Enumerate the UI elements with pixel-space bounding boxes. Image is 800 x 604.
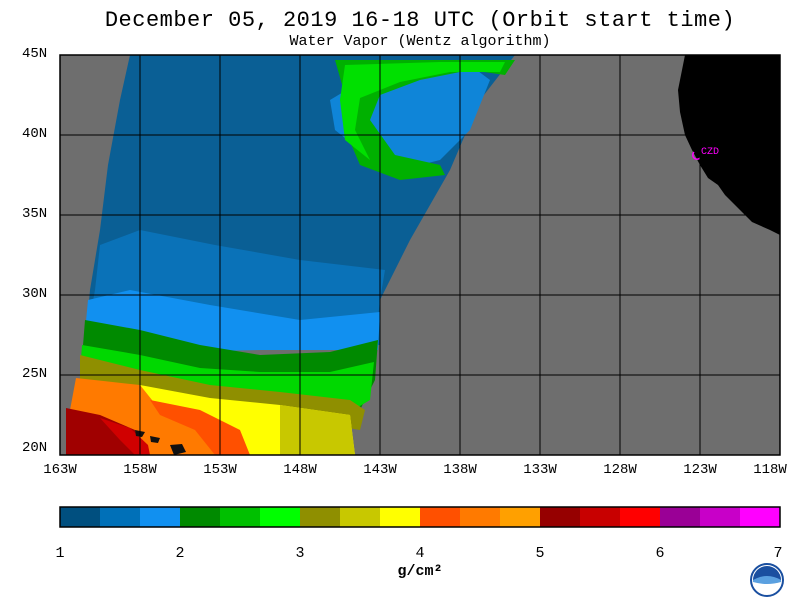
colorbar-segment: [340, 507, 381, 527]
colorbar-segment: [660, 507, 701, 527]
colorbar-segment: [180, 507, 221, 527]
lat-label-40n: 40N: [22, 126, 48, 142]
noaa-esrl-psd-logo: [736, 556, 798, 600]
map-grid: [60, 55, 780, 455]
lon-label-153w: 153W: [203, 462, 237, 478]
lon-label-118w: 118W: [753, 462, 787, 478]
lat-label-30n: 30N: [22, 286, 48, 302]
hawaii-island-3: [170, 444, 186, 455]
colorbar-segment: [540, 507, 581, 527]
colorbar-segment: [140, 507, 181, 527]
hawaii-island-2: [150, 436, 160, 443]
map-frame: [59, 54, 781, 456]
lon-label-158w: 158W: [123, 462, 157, 478]
swath-band-lime-arc: [340, 62, 505, 160]
swath-band-red: [100, 418, 150, 455]
colorbar-segment: [60, 507, 101, 527]
swath-band-khaki: [280, 405, 355, 455]
colorbar-segment: [220, 507, 261, 527]
colorbar-segment: [100, 507, 141, 527]
lat-label-35n: 35N: [22, 206, 48, 222]
lon-label-148w: 148W: [283, 462, 317, 478]
swath-band-dark-red: [66, 408, 140, 455]
lat-label-20n: 20N: [22, 440, 48, 456]
colorbar: [60, 507, 781, 527]
land-california: [678, 55, 780, 235]
colorbar-tick-2: 2: [175, 545, 185, 562]
colorbar-segment: [620, 507, 661, 527]
lat-label-45n: 45N: [22, 46, 48, 62]
colorbar-tick-7: 7: [773, 545, 783, 562]
colorbar-segment: [380, 507, 421, 527]
colorbar-segment: [580, 507, 621, 527]
colorbar-segment: [460, 507, 501, 527]
swath-band-orange-red: [150, 400, 250, 455]
colorbar-segment: [500, 507, 541, 527]
colorbar-tick-4: 4: [415, 545, 425, 562]
station-marker-icon: [692, 151, 701, 160]
lon-label-133w: 133W: [523, 462, 557, 478]
colorbar-frame: [59, 506, 781, 528]
lat-label-25n: 25N: [22, 366, 48, 382]
colorbar-segment: [260, 507, 301, 527]
colorbar-units: g/cm²: [397, 563, 443, 580]
colorbar-segment: [300, 507, 341, 527]
colorbar-tick-5: 5: [535, 545, 545, 562]
lon-label-163w: 163W: [43, 462, 77, 478]
colorbar-segment: [700, 507, 741, 527]
station-label: CZD: [701, 147, 720, 158]
lon-label-143w: 143W: [363, 462, 397, 478]
lon-label-128w: 128W: [603, 462, 637, 478]
colorbar-segment: [420, 507, 461, 527]
lon-label-138w: 138W: [443, 462, 477, 478]
lon-label-123w: 123W: [683, 462, 717, 478]
plot-title: December 05, 2019 16-18 UTC (Orbit start…: [104, 8, 736, 33]
colorbar-tick-6: 6: [655, 545, 665, 562]
colorbar-tick-3: 3: [295, 545, 305, 562]
plot-subtitle: Water Vapor (Wentz algorithm): [289, 33, 551, 50]
colorbar-tick-1: 1: [55, 545, 65, 562]
colorbar-segment: [740, 507, 781, 527]
